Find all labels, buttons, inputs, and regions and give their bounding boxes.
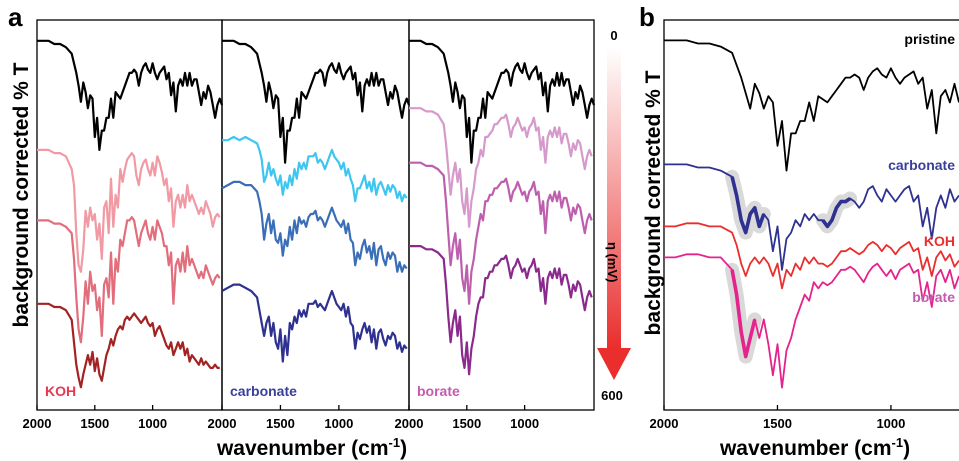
panel-a-tick-label: 1500 xyxy=(452,416,481,431)
panel-a-tick-label: 1000 xyxy=(324,416,353,431)
panel-b-label-carbonate: carbonate xyxy=(888,157,955,173)
panel-b-series-group xyxy=(664,39,959,389)
colorbar-arrowhead xyxy=(597,348,631,380)
panel-a-tick-label: 2000 xyxy=(395,416,424,431)
panel-a-tick-label: 2000 xyxy=(208,416,237,431)
panel-b-axes-box xyxy=(663,19,959,411)
panel-a-KOH-series-1 xyxy=(37,148,221,273)
colorbar-gradient xyxy=(607,48,621,348)
panel-a-KOH-series-2 xyxy=(37,216,221,344)
panel-a-label-carbonate: carbonate xyxy=(230,383,297,399)
panel-b-frame xyxy=(663,19,959,411)
panel-b-ticks: 2000 1500 1000 xyxy=(650,405,905,431)
panel-b-ylabel: background corrected % T xyxy=(642,70,665,335)
panel-b-highlight-2 xyxy=(730,269,757,359)
panel-a-carbonate-series-2 xyxy=(221,180,408,273)
panel-b-tick-label: 1500 xyxy=(763,416,792,431)
panel-a-tick-label: 2000 xyxy=(23,416,52,431)
panel-b-tick-label: 1000 xyxy=(876,416,905,431)
panel-b-label-borate: borate xyxy=(912,289,955,305)
colorbar-max-label: 600 xyxy=(601,388,623,403)
panel-a-label-KOH: KOH xyxy=(45,383,76,399)
panel-b-series-labels: pristine carbonate KOH borate xyxy=(888,31,955,305)
panel-b-series-pristine xyxy=(664,39,959,172)
panel-a-frames xyxy=(36,19,595,411)
panel-a-tick-label: 1000 xyxy=(510,416,539,431)
panel-b-series-borate xyxy=(664,253,959,389)
panel-b-letter: b xyxy=(639,2,655,32)
panel-b-highlight-0 xyxy=(730,176,766,235)
panel-b-series-carbonate xyxy=(664,163,959,271)
panel-b-label-KOH: KOH xyxy=(924,233,955,249)
panel-a-letter: a xyxy=(8,2,23,32)
panel-b-tick-label: 2000 xyxy=(650,416,679,431)
panel-a-borate-series-2 xyxy=(409,161,593,305)
panel-b-highlight-1 xyxy=(821,197,852,229)
colorbar-min-label: 0 xyxy=(610,28,617,43)
panel-a-ticks: 2000 1500 1000 2000 1500 1000 2000 1500 1000 xyxy=(23,405,539,431)
panel-a-tick-label: 1500 xyxy=(266,416,295,431)
panel-b-label-pristine: pristine xyxy=(904,31,955,47)
panel-a-tick-label: 1500 xyxy=(80,416,109,431)
panel-b-series-KOH xyxy=(664,222,959,290)
panel-a-tick-label: 1000 xyxy=(138,416,167,431)
panel-a-series-group: KOH carbonate borate xyxy=(37,39,596,399)
panel-a-borate-series-3 xyxy=(409,245,593,376)
panel-a-label-borate: borate xyxy=(417,383,460,399)
panel-b-xlabel: wavenumber (cm-1) xyxy=(719,435,910,460)
colorbar-title: η (mV) xyxy=(605,242,620,282)
panel-a-carbonate-series-1 xyxy=(222,135,408,203)
panel-a-carbonate-series-3 xyxy=(221,283,408,363)
panel-a-xlabel: wavenumber (cm-1) xyxy=(216,435,407,460)
panel-a-ylabel: background corrected % T xyxy=(10,62,33,327)
panel-a-borate-series-1 xyxy=(409,107,593,228)
panel-a-carbonate-series-0 xyxy=(222,39,411,164)
panel-a-KOH-series-3 xyxy=(37,302,220,389)
panel-a-frame-borate xyxy=(408,19,595,411)
panel-a-KOH-series-0 xyxy=(37,39,224,151)
panel-a-borate-series-0 xyxy=(409,39,596,164)
